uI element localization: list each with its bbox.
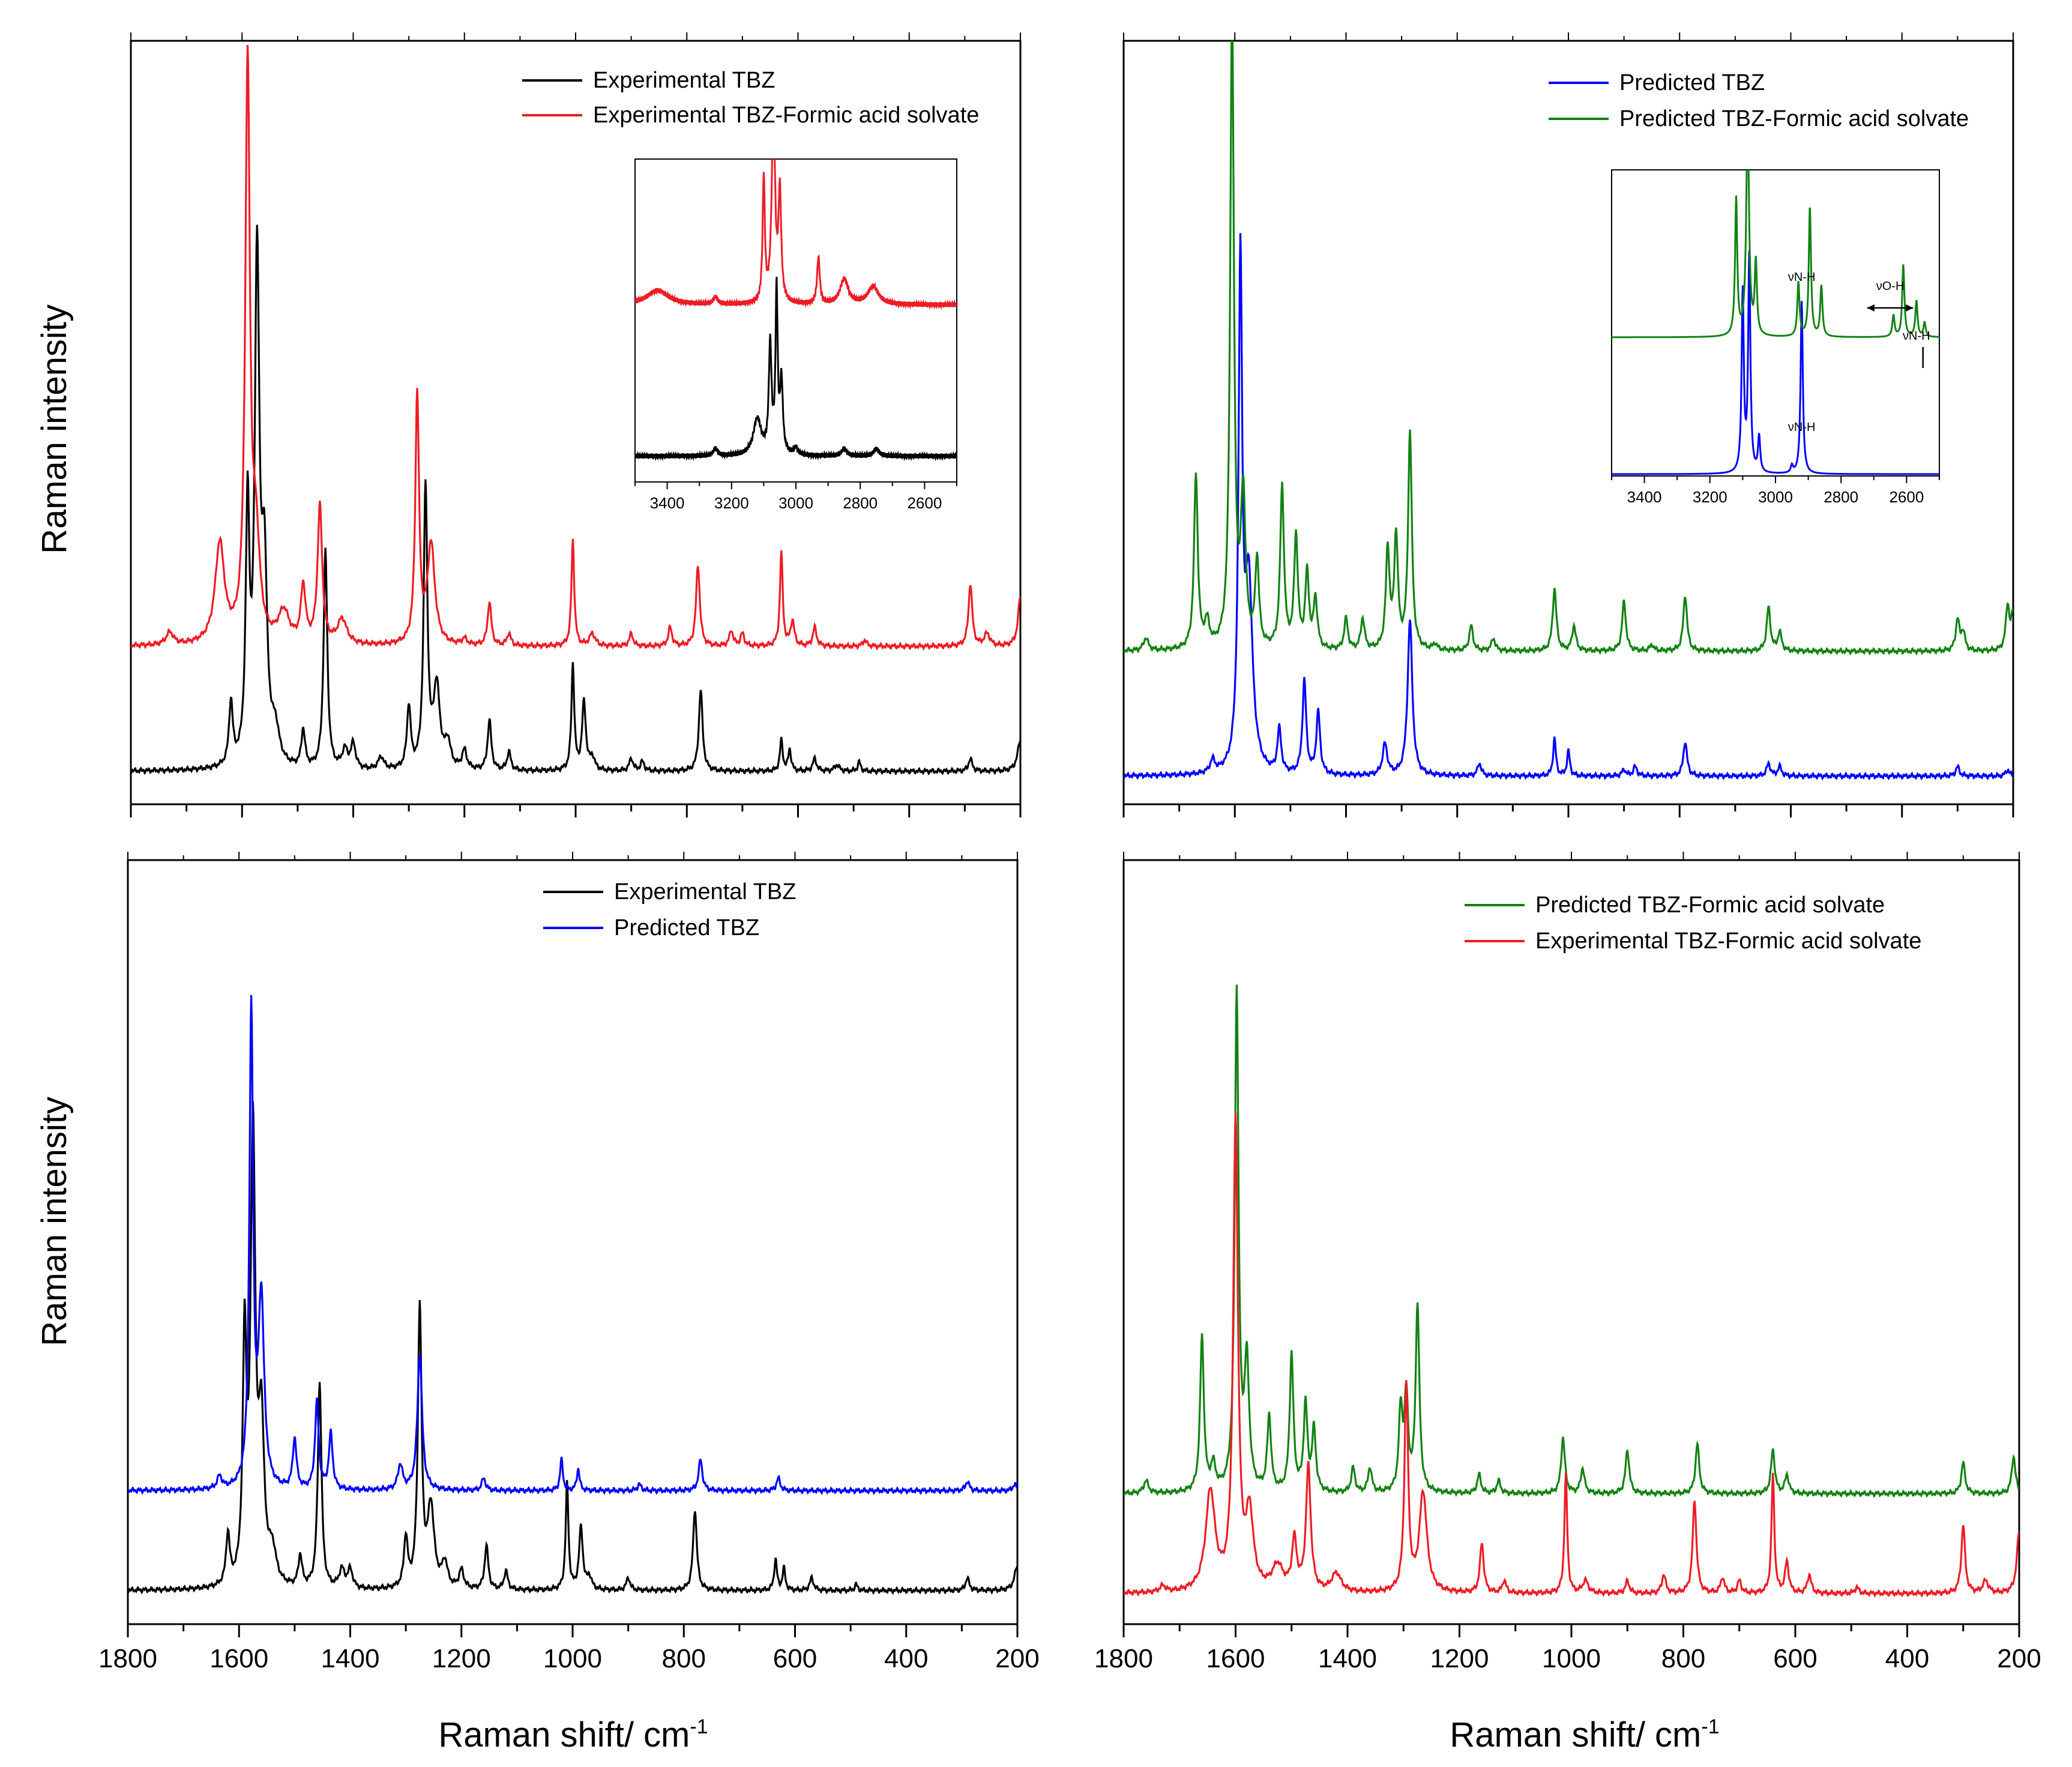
legend-label: Experimental TBZ bbox=[614, 879, 796, 905]
inset-annotation: νN-H bbox=[1903, 330, 1930, 343]
legend-label: Predicted TBZ bbox=[1619, 70, 1765, 95]
arrow-head-left bbox=[1867, 304, 1875, 312]
ylabel-top: Raman intensity bbox=[35, 304, 74, 554]
legend-label: Predicted TBZ-Formic acid solvate bbox=[1619, 106, 1969, 131]
legend-label: Experimental TBZ-Formic acid solvate bbox=[1535, 929, 1921, 954]
series-line bbox=[128, 1101, 1017, 1595]
panel-top-right: Predicted TBZ Predicted TBZ-Formic acid s… bbox=[1122, 32, 2014, 817]
inset-frame bbox=[1611, 169, 1940, 477]
xlabel-left-text: Raman shift/ cm bbox=[438, 1715, 690, 1754]
panel-bottom-right: 1800 1600 1400 1200 1000 800 600 400 200 Predicte… bbox=[1094, 852, 2041, 1673]
inset-tick-label: 2600 bbox=[1889, 488, 1924, 506]
x-tick-label: 1400 bbox=[321, 1644, 380, 1673]
panel-bottom-left: 1800 1600 1400 1200 1000 800 600 400 200 Experime… bbox=[98, 852, 1040, 1673]
inset-tick-label: 3200 bbox=[714, 494, 749, 512]
inset-tick-label: 3400 bbox=[1627, 488, 1662, 506]
x-tick-label: 400 bbox=[1885, 1644, 1929, 1673]
panel-top-left: Experimental TBZ Experimental TBZ-Formic … bbox=[130, 32, 1022, 817]
inset-tick-label: 3400 bbox=[650, 494, 685, 512]
inset-tick-label: 3200 bbox=[1693, 488, 1727, 506]
ylabel-bottom: Raman intensity bbox=[35, 1097, 74, 1346]
series-line bbox=[128, 995, 1017, 1495]
plot-frame bbox=[127, 859, 1019, 1625]
x-tick-label: 200 bbox=[995, 1644, 1039, 1673]
plot-frame bbox=[1122, 859, 2020, 1625]
legend-label: Predicted TBZ bbox=[614, 915, 759, 941]
inset-annotation: νN-H bbox=[1788, 271, 1816, 284]
x-tick-label: 1600 bbox=[209, 1644, 268, 1673]
x-tick-label: 1200 bbox=[1430, 1644, 1489, 1673]
xlabel-right-text: Raman shift/ cm bbox=[1450, 1715, 1701, 1754]
x-tick-label: 1000 bbox=[1542, 1644, 1601, 1673]
series-line bbox=[1124, 984, 2019, 1498]
x-tick-label: 1000 bbox=[543, 1644, 602, 1673]
inset-tick-label: 2800 bbox=[1824, 488, 1858, 506]
inset-series-line bbox=[1612, 250, 1939, 475]
x-tick-label: 1800 bbox=[98, 1644, 157, 1673]
inset-tick-label: 3000 bbox=[1758, 488, 1793, 506]
x-tick-label: 400 bbox=[884, 1644, 928, 1673]
inset-series-line bbox=[635, 159, 957, 310]
legend-label: Experimental TBZ bbox=[593, 68, 775, 93]
xlabel-right-superscript: -1 bbox=[1701, 1715, 1719, 1738]
inset-series-line bbox=[1612, 170, 1939, 339]
legend-label: Experimental TBZ-Formic acid solvate bbox=[593, 103, 979, 128]
xlabel-left-superscript: -1 bbox=[690, 1715, 708, 1738]
series-line bbox=[131, 44, 1020, 651]
inset-frame bbox=[634, 158, 957, 483]
xlabel-left: Raman shift/ cm-1 bbox=[438, 1715, 708, 1754]
series-line bbox=[131, 224, 1020, 776]
inset-annotation: νO-H bbox=[1876, 280, 1905, 293]
series-line bbox=[1124, 233, 2013, 781]
x-tick-label: 1800 bbox=[1094, 1644, 1153, 1673]
series-line bbox=[1124, 41, 2013, 656]
x-tick-label: 600 bbox=[1773, 1644, 1817, 1673]
xlabel-right: Raman shift/ cm-1 bbox=[1450, 1715, 1719, 1754]
x-tick-label: 1200 bbox=[432, 1644, 491, 1673]
inset-annotation: νN-H bbox=[1788, 421, 1816, 434]
series-line bbox=[1124, 1112, 2019, 1598]
inset-series-line bbox=[635, 277, 957, 462]
x-tick-label: 600 bbox=[773, 1644, 817, 1673]
x-tick-label: 1600 bbox=[1206, 1644, 1265, 1673]
x-tick-label: 200 bbox=[1997, 1644, 2041, 1673]
inset-tick-label: 2800 bbox=[843, 494, 878, 512]
x-tick-label: 1400 bbox=[1318, 1644, 1377, 1673]
x-tick-label: 800 bbox=[662, 1644, 706, 1673]
legend-label: Predicted TBZ-Formic acid solvate bbox=[1535, 893, 1885, 918]
x-tick-label: 800 bbox=[1661, 1644, 1705, 1673]
arrow-head-right bbox=[1906, 304, 1914, 312]
inset-tick-label: 3000 bbox=[779, 494, 813, 512]
inset-tick-label: 2600 bbox=[907, 494, 942, 512]
